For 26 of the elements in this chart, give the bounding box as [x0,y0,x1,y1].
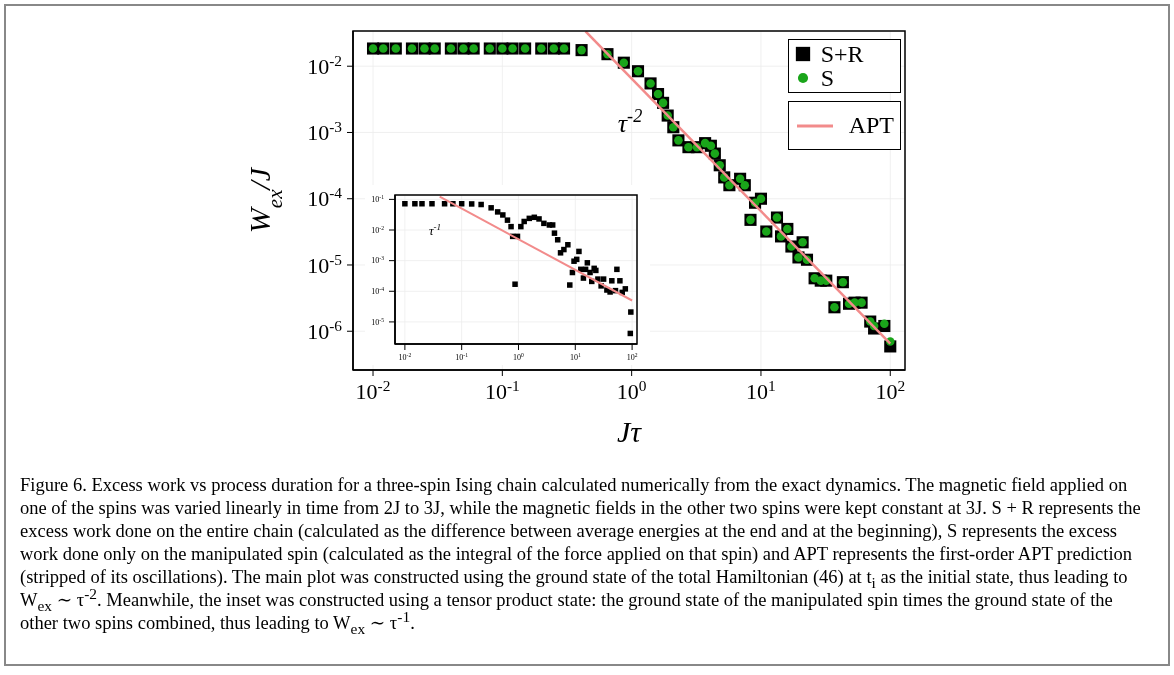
x-tick-label: 10$^{1}$ [569,351,581,362]
y-tick-label: 10$^{-5}$ [307,250,343,278]
y-tick-label: 10$^{-4}$ [307,183,343,212]
legend-label: APT [848,112,894,139]
x-tick-label: 10$^{1}$ [746,376,776,404]
y-tick-label: 10$^{-3}$ [307,117,343,146]
annotation: τ$^{-2}$ [617,106,643,138]
x-tick-label: 10$^{-1}$ [455,351,469,362]
y-tick-label: 10$^{-2}$ [371,224,385,235]
y-tick-label: 10$^{-3}$ [371,255,385,266]
y-tick-label: 10$^{-4}$ [371,286,385,297]
x-tick-label: 10$^{-1}$ [484,376,520,404]
x-tick-label: 10$^{-2}$ [398,351,412,362]
y-tick-label: 10$^{-2}$ [307,51,342,79]
legend-label: S+R [820,41,864,67]
y-tick-label: 10$^{-6}$ [307,316,343,344]
x-tick-label: 10$^{2}$ [626,351,638,362]
annotation: τ$^{-1}$ [428,222,442,238]
x-axis-title: Jτ [616,415,643,448]
legend-label: S [820,65,835,91]
y-tick-label: 10$^{-5}$ [371,316,385,327]
y-tick-label: 10$^{-1}$ [371,194,385,205]
text: Figure 6. Excess work vs process duration for a three-spin Ising chain calculated numerically from the exact dynamics. The magnetic field applied on one of the spins was varied linearly in time from 2J to 3J, while the magnetic fields in the other two spins were kept constant at 3J. S + R represents the excess work done on the entire chain (calculated as the difference between average energies at the end and at the beginning), S represents the excess work done only on the manipulated spin (calculated as the integral of the force applied on that spin) and APT represents the first-order APT prediction (stripped of its oscillations). The main plot was constructed using the ground state of the total Hamiltonian (46) at t$_{i}$ as the initial state, thus leading to W$_{ex}$ ∼ τ$^{-2}$. Meanwhile, the inset was constructed using a tensor product state: the ground state of the manipulated spin times the ground state of the other two spins combined, thus leading to W$_{ex}$ ∼ τ$^{-1}$. [20,475,1141,637]
x-tick-label: 10$^{0}$ [616,376,647,404]
x-tick-label: 10$^{2}$ [875,376,906,404]
x-tick-label: 10$^{0}$ [513,351,525,362]
